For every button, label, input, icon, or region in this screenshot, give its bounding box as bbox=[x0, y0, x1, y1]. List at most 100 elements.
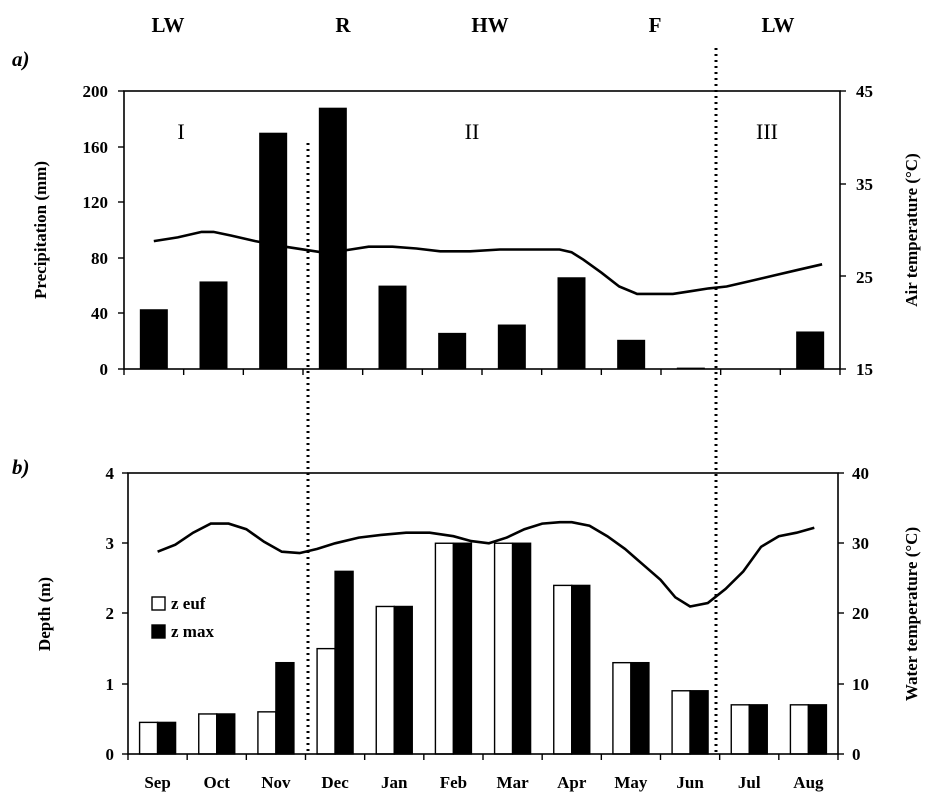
phase-label-lw-2: LW bbox=[761, 13, 794, 37]
b-y2tick-10: 10 bbox=[852, 675, 869, 694]
zmax-bar-feb bbox=[452, 542, 473, 755]
period-label-iii: III bbox=[756, 119, 778, 144]
phase-label-hw: HW bbox=[471, 13, 508, 37]
period-label-ii: II bbox=[465, 119, 480, 144]
panel-b-y2label: Water temperature (°C) bbox=[902, 527, 921, 701]
zmax-bar-aug bbox=[807, 704, 828, 755]
legend-label-z-max: z max bbox=[171, 622, 214, 641]
phase-labels: LW R HW F LW bbox=[151, 13, 794, 37]
a-ytick-0: 0 bbox=[100, 360, 109, 379]
zeuf-bar-mar bbox=[493, 542, 514, 755]
panel-a-frame bbox=[123, 90, 841, 370]
precip-bar-may bbox=[617, 339, 646, 369]
b-y2tick-40: 40 bbox=[852, 464, 869, 483]
zeuf-bar-apr bbox=[553, 584, 573, 755]
a-y2tick-15: 15 bbox=[856, 360, 873, 379]
b-ytick-1: 1 bbox=[106, 675, 115, 694]
phase-label-f: F bbox=[649, 13, 662, 37]
zmax-bar-may bbox=[630, 661, 650, 755]
precip-bar-mar bbox=[497, 324, 526, 369]
period-label-i: I bbox=[177, 119, 184, 144]
zeuf-bar-may bbox=[612, 661, 632, 755]
panel-b-depth-chart: b) 0 1 2 3 4 0 10 20 30 40 bbox=[12, 455, 921, 792]
a-ytick-160: 160 bbox=[83, 138, 109, 157]
zeuf-bar-jan bbox=[375, 605, 395, 755]
panel-a-y2label: Air temperature (°C) bbox=[902, 153, 921, 306]
month-label-nov: Nov bbox=[261, 773, 291, 792]
precipitation-bars bbox=[139, 107, 825, 370]
zeuf-bar-jun bbox=[671, 690, 691, 755]
water-temperature-line bbox=[157, 520, 815, 608]
month-label-jul: Jul bbox=[738, 773, 761, 792]
panel-b-left-axis: 0 1 2 3 4 bbox=[106, 464, 128, 764]
precip-bar-feb bbox=[438, 332, 467, 369]
panel-b-ylabel: Depth (m) bbox=[35, 577, 54, 651]
panel-a-label: a) bbox=[12, 47, 30, 71]
legend-label-z-euf: z euf bbox=[171, 594, 206, 613]
legend-swatch-z-euf bbox=[151, 596, 166, 611]
month-label-dec: Dec bbox=[321, 773, 349, 792]
zeuf-bar-sep bbox=[138, 721, 159, 755]
zeuf-bar-dec bbox=[316, 647, 336, 755]
zmax-bar-jul bbox=[748, 704, 768, 755]
month-label-mar: Mar bbox=[497, 773, 530, 792]
precip-bar-nov bbox=[259, 132, 288, 369]
zeuf-bar-nov bbox=[257, 711, 277, 755]
a-y2tick-35: 35 bbox=[856, 175, 873, 194]
precip-bar-sep bbox=[139, 309, 168, 369]
zeuf-bar-aug bbox=[789, 704, 810, 755]
month-label-oct: Oct bbox=[204, 773, 231, 792]
b-y2tick-0: 0 bbox=[852, 745, 861, 764]
b-y2tick-20: 20 bbox=[852, 604, 869, 623]
air-temperature-line bbox=[153, 230, 823, 296]
month-labels: Sep Oct Nov Dec Jan Feb Mar Apr May Jun Jul Aug bbox=[144, 773, 824, 792]
zmax-bar-sep bbox=[156, 721, 177, 755]
month-label-sep: Sep bbox=[144, 773, 170, 792]
panel-a-x-ticks bbox=[123, 369, 841, 375]
zmax-bar-apr bbox=[571, 584, 591, 755]
b-ytick-0: 0 bbox=[106, 745, 115, 764]
panel-a-left-axis: 0 40 80 120 160 200 bbox=[83, 82, 124, 379]
a-y2tick-45: 45 bbox=[856, 82, 873, 101]
precip-bar-aug bbox=[796, 331, 825, 369]
panel-b-legend: z euf z max bbox=[151, 594, 214, 641]
a-y2tick-25: 25 bbox=[856, 268, 873, 287]
precip-bar-jan bbox=[378, 285, 407, 369]
phase-label-lw-1: LW bbox=[151, 13, 184, 37]
month-label-feb: Feb bbox=[440, 773, 467, 792]
month-label-apr: Apr bbox=[557, 773, 587, 792]
b-y2tick-30: 30 bbox=[852, 534, 869, 553]
zmax-bar-dec bbox=[334, 570, 354, 755]
month-label-aug: Aug bbox=[793, 773, 824, 792]
panel-a-ylabel: Precipitation (mm) bbox=[31, 161, 50, 299]
a-ytick-120: 120 bbox=[83, 193, 109, 212]
zmax-bar-mar bbox=[511, 542, 532, 755]
legend-swatch-z-max bbox=[151, 624, 166, 639]
zeuf-bar-oct bbox=[198, 713, 218, 755]
month-label-jan: Jan bbox=[381, 773, 408, 792]
zeuf-bar-jul bbox=[730, 704, 750, 755]
zmax-bar-oct bbox=[216, 713, 236, 755]
zmax-bar-jan bbox=[393, 605, 413, 755]
b-ytick-2: 2 bbox=[106, 604, 115, 623]
a-ytick-40: 40 bbox=[91, 304, 108, 323]
panel-a-right-axis: 15 25 35 45 bbox=[840, 82, 873, 379]
precip-bar-dec bbox=[318, 107, 347, 370]
panel-b-x-ticks bbox=[127, 754, 839, 760]
depth-bars bbox=[138, 542, 828, 755]
a-ytick-80: 80 bbox=[91, 249, 108, 268]
zmax-bar-jun bbox=[689, 690, 709, 755]
a-ytick-200: 200 bbox=[83, 82, 109, 101]
zeuf-bar-feb bbox=[434, 542, 455, 755]
precip-bar-apr bbox=[557, 277, 586, 369]
b-ytick-4: 4 bbox=[106, 464, 115, 483]
panel-a-precipitation-chart: a) 0 40 80 120 160 200 15 25 35 45 bbox=[12, 47, 921, 379]
panel-b-right-axis: 0 10 20 30 40 bbox=[838, 464, 869, 764]
phase-label-r: R bbox=[335, 13, 351, 37]
b-ytick-3: 3 bbox=[106, 534, 115, 553]
zmax-bar-nov bbox=[275, 661, 295, 755]
panel-b-label: b) bbox=[12, 455, 30, 479]
precip-bar-oct bbox=[199, 281, 228, 369]
month-label-may: May bbox=[614, 773, 648, 792]
month-label-jun: Jun bbox=[676, 773, 704, 792]
